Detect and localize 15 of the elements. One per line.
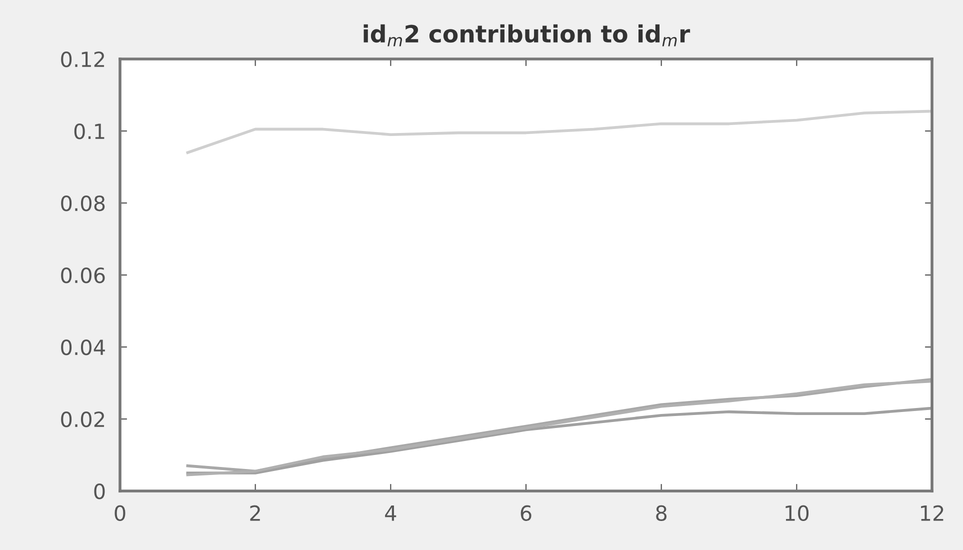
- chart-title: id$_{m}$2 contribution to id$_{m}$r: [364, 24, 690, 46]
- x-tick-label: 6: [520, 505, 532, 522]
- x-tick-label: 8: [656, 505, 667, 522]
- y-tick-label: 0.06: [61, 267, 105, 284]
- x-tick-label: 12: [921, 505, 944, 521]
- y-tick-label: 0.12: [61, 51, 104, 68]
- x-tick-label: 0: [114, 505, 126, 522]
- x-tick-label: 10: [786, 505, 809, 522]
- y-tick-label: 0.1: [74, 123, 104, 140]
- y-tick-label: 0.02: [61, 411, 104, 428]
- x-tick-label: 2: [250, 505, 260, 521]
- y-tick-label: 0.04: [61, 339, 105, 356]
- y-tick-label: 0: [94, 483, 105, 500]
- y-tick-label: 0.08: [61, 195, 105, 212]
- x-tick-label: 4: [385, 506, 396, 521]
